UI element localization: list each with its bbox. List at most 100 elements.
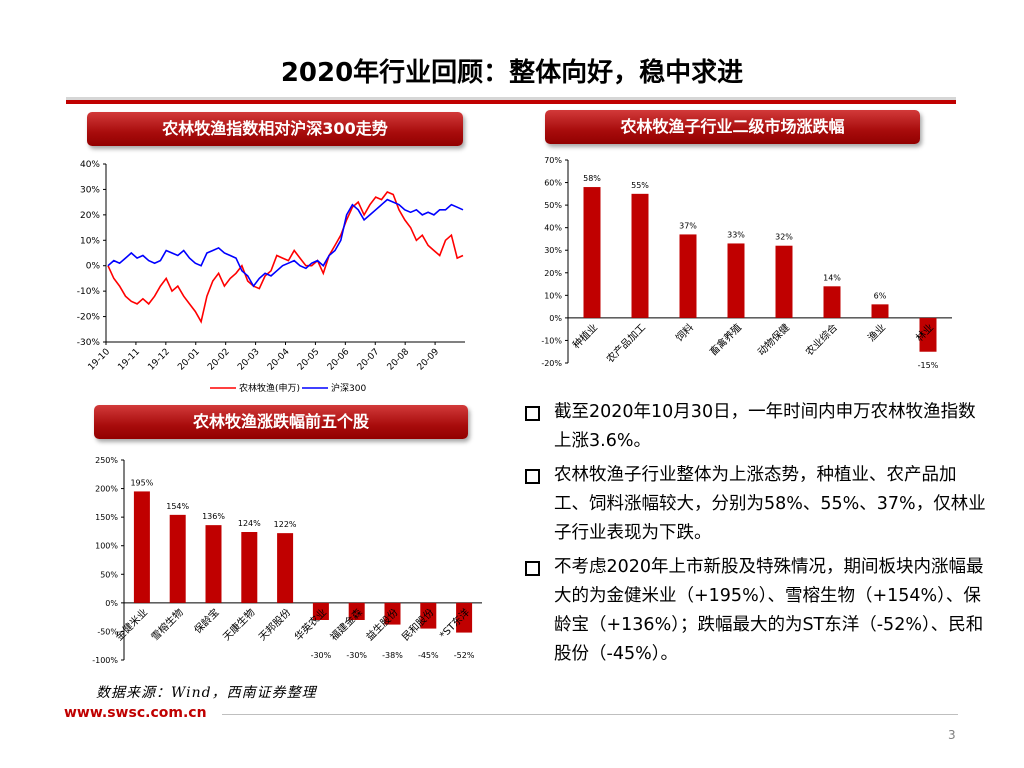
x-tick-label: 19-11 [116,347,142,373]
data-source-note: 数据来源：Wind，西南证券整理 [96,685,317,701]
y-tick-label: -100% [92,656,118,665]
y-tick-label: 0% [549,314,562,323]
page-title: 2020年行业回顾：整体向好，稳中求进 [280,58,744,88]
top-stocks-bar-chart: 250% 200% 150% 100% 50% 0% -50% -100% 195% 金健米业 15… [92,456,482,665]
page-number: 3 [948,728,956,742]
data-label: 154% [166,502,189,511]
bar [277,533,294,603]
bullet-text: 截至2020年10月30日，一年时间内申万农林牧渔指数上涨3.6%。 [554,402,976,451]
y-tick-label: 150% [95,513,118,522]
bullet-item: 截至2020年10月30日，一年时间内申万农林牧渔指数上涨3.6%。 [522,398,987,456]
x-tick-label: 饲料 [673,321,696,344]
panel-title-index-trend: 农林牧渔指数相对沪深300走势 [87,112,463,146]
data-label: 136% [202,512,225,521]
data-label: 124% [238,519,261,528]
y-tick-label: -30% [77,338,101,348]
data-label: -38% [382,651,403,660]
data-label: 32% [775,233,793,242]
bullet-text: 不考虑2020年上市新股及特殊情况，期间板块内涨幅最大的为金健米业（+195%）… [554,557,984,664]
bar [133,491,150,603]
y-tick-label: 0% [86,262,101,272]
y-tick-label: -50% [97,627,118,636]
x-tick-label: 19-10 [87,347,113,373]
y-tick-label: 40% [80,160,100,170]
y-tick-label: -10% [541,336,562,345]
x-tick-label: 渔业 [865,322,888,345]
x-tick-label: 华英农业 [292,606,329,643]
y-tick-label: 100% [95,542,118,551]
x-tick-label: 20-09 [416,347,442,373]
bar [169,514,186,603]
x-tick-label: 金健米业 [113,606,150,643]
bar [775,245,793,318]
square-bullet-icon [525,561,540,576]
data-label: -45% [418,651,439,660]
bar [919,317,937,352]
y-tick-label: 0% [105,599,118,608]
y-tick-label: 40% [544,224,562,233]
y-tick-label: -20% [77,313,101,323]
x-tick-label: 20-05 [296,347,322,373]
bar [823,286,841,318]
bar [871,304,889,318]
data-label: 37% [679,221,697,230]
bar [205,525,222,603]
x-tick-label: 雪榕生物 [148,606,185,643]
legend-label: 农林牧渔(申万) [239,382,300,394]
bar [384,602,401,625]
y-tick-label: 250% [95,456,118,465]
y-tick-label: 200% [95,485,118,494]
bar [727,243,745,318]
x-tick-label: 农业综合 [803,321,840,358]
x-tick-label: 农产品加工 [604,321,649,366]
x-tick-label: 20-07 [356,347,382,373]
bar [583,187,601,318]
series-line-agri [107,191,464,324]
x-tick-label: 畜禽养殖 [707,321,744,358]
y-tick-label: 50% [544,201,562,210]
x-tick-label: 天邦股份 [256,606,293,643]
bar [679,234,697,318]
data-label: 58% [583,174,601,183]
bar [420,602,437,629]
y-tick-label: 30% [80,185,100,195]
subindustry-bar-chart: 70% 60% 50% 40% 30% 20% 10% 0% -10% -20% 58% 种植业 55%… [541,156,952,370]
y-tick-label: -20% [541,359,562,368]
x-tick-label: 动物保健 [755,321,792,358]
y-tick-label: 60% [544,179,562,188]
x-tick-label: 福建金森 [327,606,364,643]
bar [312,602,329,620]
footer-divider [222,714,958,715]
bar [241,532,258,603]
series-line-csi300 [107,198,464,288]
y-tick-label: 30% [544,246,562,255]
bullet-text: 农林牧渔子行业整体为上涨态势，种植业、农产品加工、饲料涨幅较大，分别为58%、5… [554,465,986,543]
x-tick-label: 20-03 [236,347,262,373]
data-label: 6% [874,291,887,300]
data-label: 122% [274,520,297,529]
x-tick-label: 20-04 [266,347,292,373]
title-rule [66,97,956,100]
line-chart: 40% 30% 20% 10% 0% -10% -20% -30%19-10 19-11 19-1… [77,160,465,394]
x-tick-label: 19-12 [146,347,172,373]
title-accent-rule [66,100,956,104]
bullet-item: 农林牧渔子行业整体为上涨态势，种植业、农产品加工、饲料涨幅较大，分别为58%、5… [522,461,987,548]
square-bullet-icon [525,406,540,421]
legend-label: 沪深300 [331,382,366,394]
y-tick-label: 70% [544,156,562,165]
bar [456,602,473,633]
x-tick-label: 种植业 [570,321,600,351]
square-bullet-icon [525,469,540,484]
y-tick-label: 50% [100,570,118,579]
data-label: -30% [346,651,367,660]
data-label: -30% [311,651,332,660]
bullet-list: 截至2020年10月30日，一年时间内申万农林牧渔指数上涨3.6%。 农林牧渔子… [522,398,987,674]
data-label: -15% [918,361,939,370]
data-label: 33% [727,230,745,239]
x-tick-label: 20-01 [176,347,202,373]
footer-url-link[interactable]: www.swsc.com.cn [64,705,207,721]
data-label: 14% [823,273,841,282]
x-tick-label: 保龄宝 [191,606,221,636]
panel-title-top-stocks: 农林牧渔涨跌幅前五个股 [94,405,468,439]
y-tick-label: -10% [77,287,101,297]
